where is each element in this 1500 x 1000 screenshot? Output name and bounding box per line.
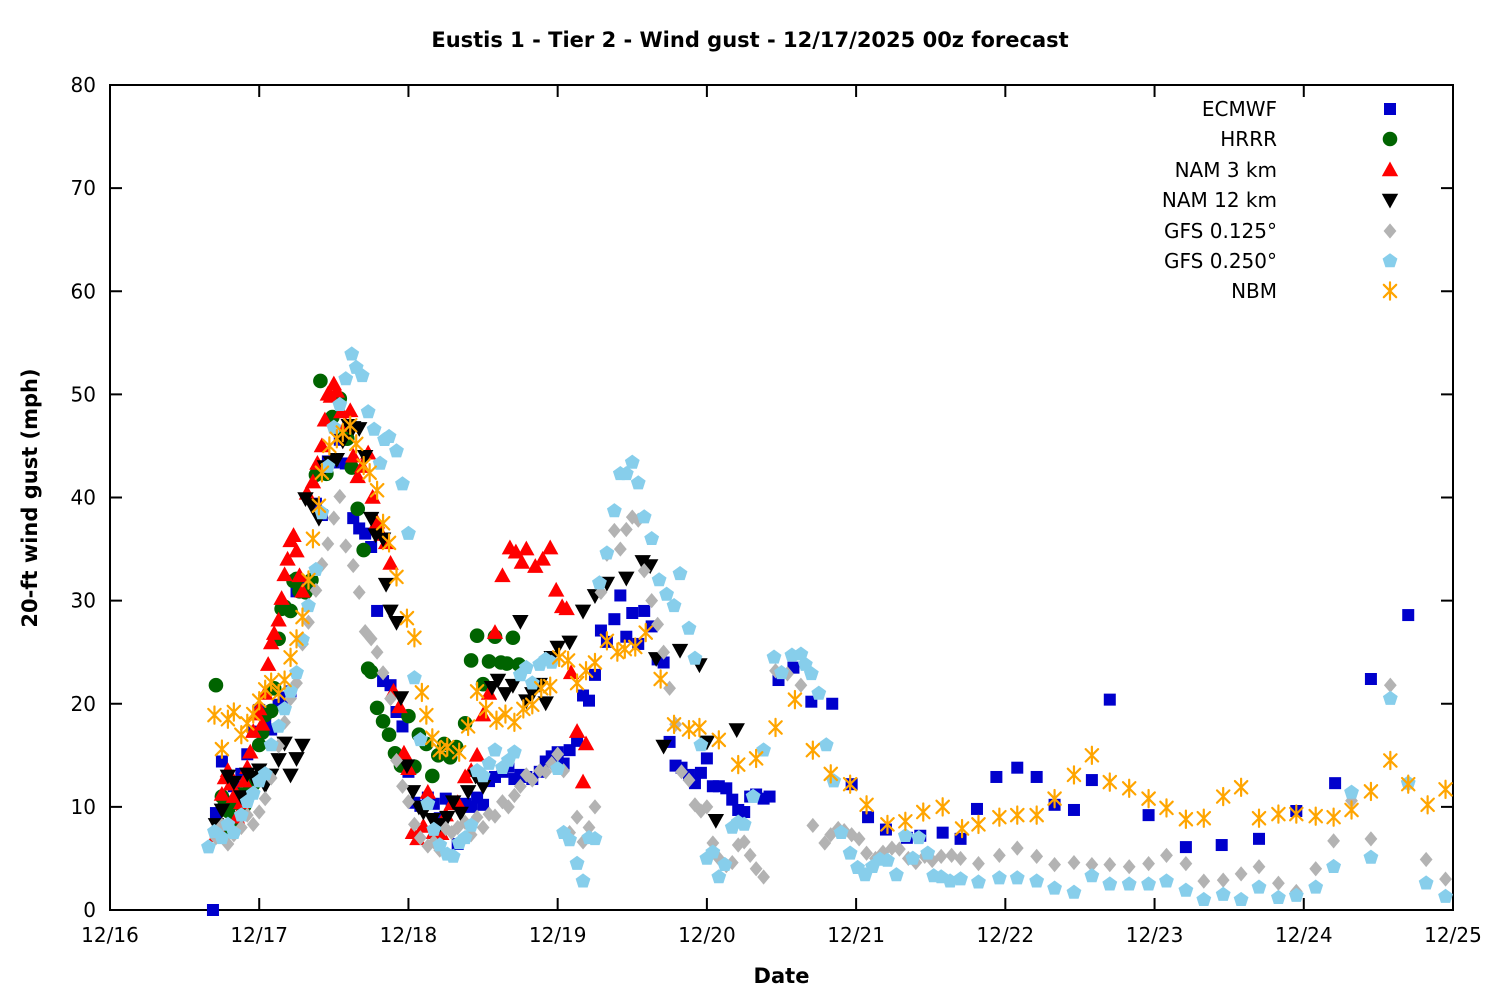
x-tick-label: 12/18 — [380, 923, 438, 947]
x-tick-label: 12/16 — [81, 923, 139, 947]
y-tick-label: 70 — [71, 176, 96, 200]
y-tick-label: 10 — [71, 795, 96, 819]
nbm-asterisk-icon — [1382, 281, 1398, 302]
legend-label: NAM 12 km — [1161, 188, 1277, 213]
y-tick-label: 20 — [71, 692, 96, 716]
ecmwf-square-icon — [1384, 103, 1396, 115]
y-tick-label: 40 — [71, 486, 96, 510]
y-axis-title: 20-ft wind gust (mph) — [18, 368, 42, 628]
y-axis: 0 10 20 30 40 50 60 70 80 — [71, 73, 1453, 922]
y-tick-label: 30 — [71, 589, 96, 613]
legend-label: HRRR — [1220, 127, 1277, 152]
y-tick-label: 80 — [71, 73, 96, 97]
x-tick-label: 12/20 — [678, 923, 736, 947]
x-tick-label: 12/23 — [1126, 923, 1184, 947]
x-tick-label: 12/19 — [529, 923, 587, 947]
legend-item-nam-12km: NAM 12 km — [1000, 184, 1440, 214]
legend-item-gfs-0250: GFS 0.250° — [1000, 245, 1440, 275]
x-axis: 12/16 12/17 12/18 12/19 12/20 12/21 12/22 12/23… — [81, 85, 1482, 947]
y-tick-label: 60 — [71, 279, 96, 303]
legend-label: ECMWF — [1201, 97, 1277, 121]
series-gfs-0-250- — [201, 346, 1453, 906]
legend-label: GFS 0.125° — [1164, 218, 1277, 243]
chart-title: Eustis 1 - Tier 2 - Wind gust - 12/17/20… — [431, 28, 1069, 52]
y-tick-label: 0 — [83, 898, 96, 922]
gfs0250-pentagon-icon — [1382, 253, 1398, 268]
legend-label: GFS 0.250° — [1164, 248, 1277, 273]
x-tick-label: 12/25 — [1424, 923, 1482, 947]
gfs0125-diamond-icon — [1383, 222, 1397, 239]
y-tick-label: 50 — [71, 382, 96, 406]
x-tick-label: 12/21 — [827, 923, 885, 947]
series-nbm — [207, 415, 1453, 839]
legend: ECMWF HRRR NAM 3 km NAM 12 km GFS 0.125°… — [1000, 93, 1440, 306]
legend-item-ecmwf: ECMWF — [1000, 93, 1440, 123]
hrrr-circle-icon — [1382, 132, 1398, 147]
x-axis-title: Date — [753, 964, 810, 988]
nam3km-triangle-up-icon — [1381, 161, 1399, 177]
x-tick-label: 12/22 — [977, 923, 1035, 947]
legend-item-gfs-0125: GFS 0.125° — [1000, 215, 1440, 245]
legend-label: NAM 3 km — [1174, 157, 1277, 182]
x-tick-label: 12/24 — [1275, 923, 1333, 947]
legend-item-nbm: NBM — [1000, 275, 1440, 305]
series-gfs-0-125- — [209, 488, 1452, 900]
x-tick-label: 12/17 — [230, 923, 288, 947]
legend-label: NBM — [1231, 279, 1277, 304]
legend-item-nam-3km: NAM 3 km — [1000, 154, 1440, 184]
legend-item-hrrr: HRRR — [1000, 123, 1440, 153]
nam12km-triangle-down-icon — [1381, 193, 1399, 209]
